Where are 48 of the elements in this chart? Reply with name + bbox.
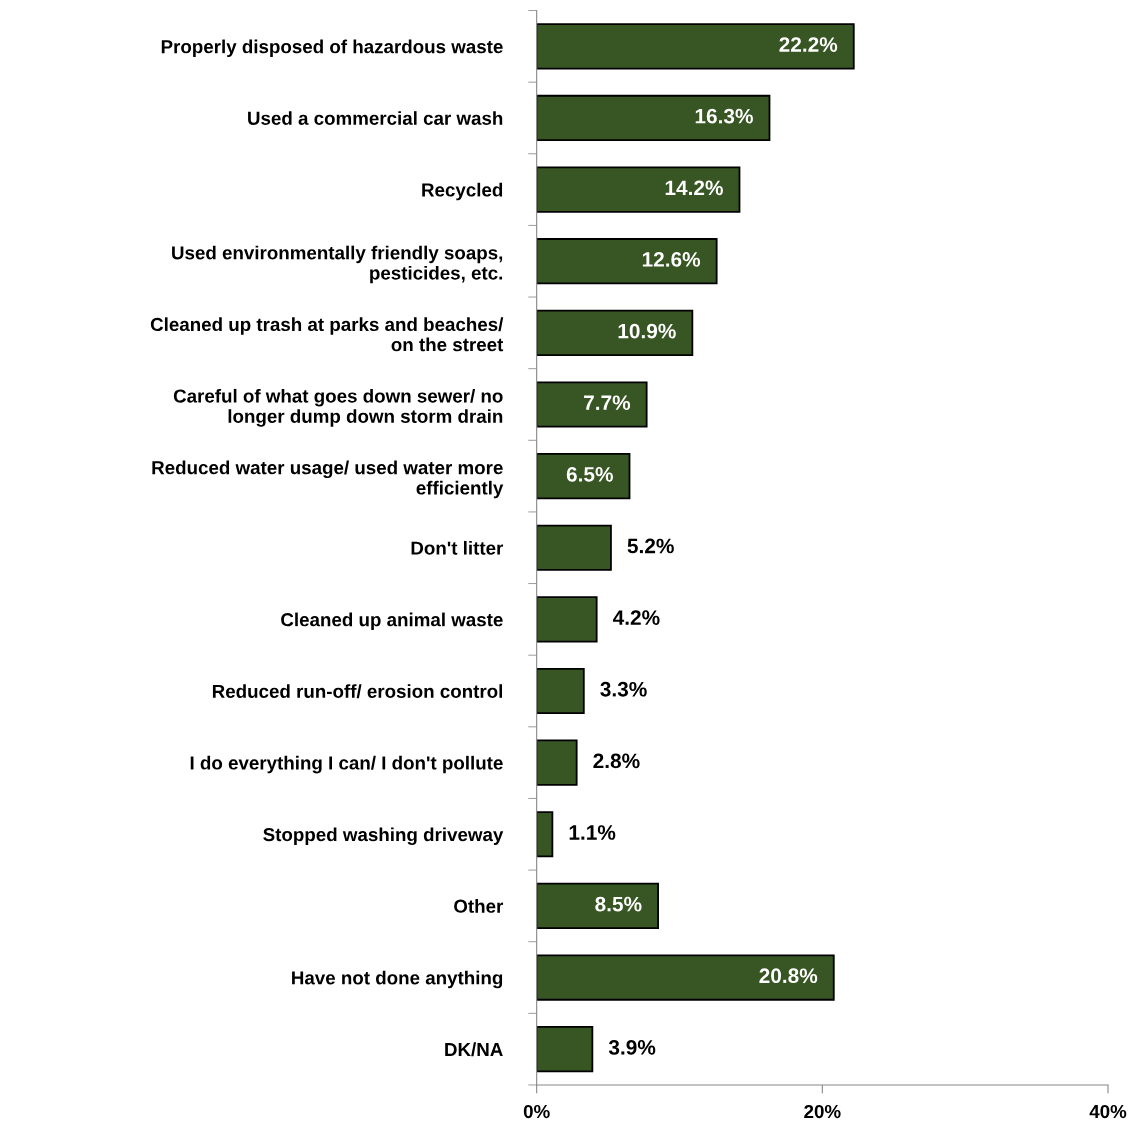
- y-tick-label: DK/NA: [445, 1042, 503, 1057]
- y-tick-label: Recycled: [422, 182, 503, 201]
- bar: [536, 524, 612, 571]
- x-tick-label: 20%: [804, 1104, 841, 1119]
- data-label: 3.3%: [600, 681, 647, 697]
- y-tick-label: Reduced run-off/ erosion control: [212, 684, 503, 699]
- data-label: 12.6%: [642, 252, 701, 267]
- bar: [536, 381, 648, 428]
- y-tick-label: Cleaned up animal waste: [281, 612, 503, 631]
- data-label: 5.2%: [627, 538, 674, 554]
- bar: [536, 309, 694, 356]
- y-tick-label: I do everything I can/ I don't pollute: [190, 755, 503, 774]
- bar: [536, 811, 554, 858]
- data-label: 20.8%: [759, 968, 818, 984]
- y-tick-label: Other: [454, 899, 504, 913]
- x-tick-label: 40%: [1089, 1104, 1127, 1119]
- bar: [536, 596, 598, 643]
- bar: [536, 739, 578, 786]
- data-label: 2.8%: [593, 753, 640, 769]
- data-label: 3.9%: [608, 1039, 656, 1055]
- y-tick-label: Used environmentally friendly soaps, pesticides, etc.: [172, 245, 503, 284]
- y-tick-label: Careful of what goes down sewer/ no longer dump down storm drain: [173, 388, 503, 427]
- y-tick-label: Properly disposed of hazardous waste: [161, 39, 503, 58]
- data-label: 10.9%: [618, 323, 676, 339]
- data-label: 6.5%: [566, 466, 613, 482]
- data-label: 16.3%: [695, 108, 753, 124]
- y-tick-label: Stopped washing driveway: [263, 827, 504, 846]
- bar: [536, 238, 718, 285]
- data-label: 4.2%: [612, 610, 660, 625]
- bar: [536, 954, 835, 1001]
- bar: [536, 882, 659, 930]
- x-tick-label: 0%: [523, 1104, 550, 1119]
- y-tick-label: Don't litter: [411, 540, 504, 555]
- data-label: 7.7%: [584, 395, 631, 411]
- y-tick-label: Reduced water usage/ used water more efficiently: [152, 460, 504, 499]
- bar: [536, 166, 741, 213]
- data-label: 14.2%: [665, 180, 723, 196]
- y-tick-label: Cleaned up trash at parks and beaches/ on the street: [150, 317, 504, 352]
- bar: [536, 94, 771, 142]
- y-tick-label: Have not done anything: [292, 970, 503, 989]
- data-label: 8.5%: [595, 896, 642, 912]
- bar: [536, 667, 585, 715]
- bar: [536, 23, 855, 70]
- bar: [536, 1026, 594, 1073]
- data-label: 1.1%: [569, 825, 616, 840]
- bar: [536, 453, 631, 500]
- data-label: 22.2%: [779, 37, 838, 52]
- y-tick-label: Used a commercial car wash: [248, 111, 503, 125]
